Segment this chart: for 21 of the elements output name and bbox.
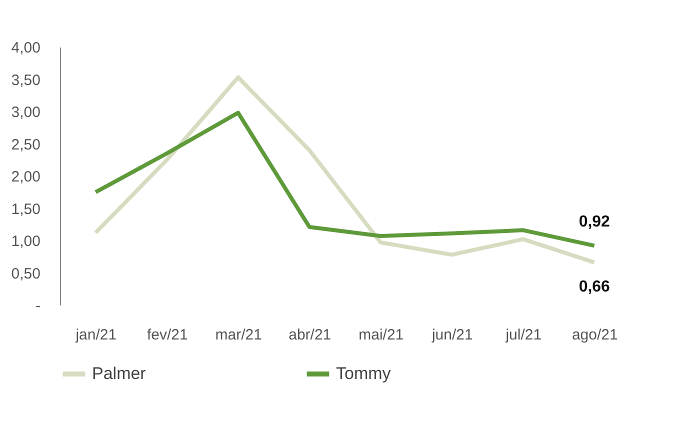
x-tick-label: jun/21 [430,326,473,344]
legend-label: Palmer [92,364,146,383]
data-label: 0,66 [578,278,610,296]
x-tick-label: abr/21 [288,326,332,344]
x-tick-label: jul/21 [504,326,542,344]
y-tick-label: 4,00 [11,40,40,56]
y-tick-label: - [36,298,40,314]
y-tick-label: 3,00 [11,104,40,121]
x-tick-label: mar/21 [215,326,262,344]
y-tick-label: 1,00 [11,233,40,250]
y-tick-label: 2,00 [11,168,40,186]
y-tick-label: 1,50 [11,200,40,218]
x-tick-label: ago/21 [572,326,618,344]
legend-label: Tommy [336,364,392,383]
x-tick-label: mai/21 [358,326,404,344]
x-tick-label: fev/21 [146,326,188,344]
y-tick-label: 3,50 [11,72,40,89]
y-tick-label: 2,50 [11,136,40,154]
data-label: 0,92 [578,214,610,231]
y-tick-label: 0,50 [11,265,40,282]
x-tick-label: jan/21 [74,326,117,344]
